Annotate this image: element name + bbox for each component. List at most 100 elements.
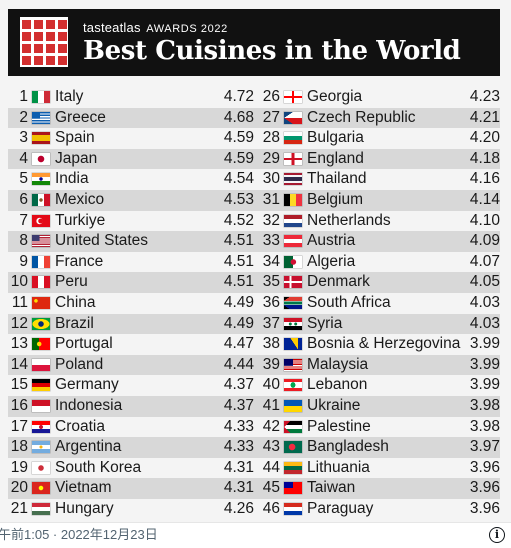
country-name: France <box>55 252 104 270</box>
italy-flag-icon <box>32 91 50 103</box>
score-value: 4.31 <box>223 479 254 497</box>
rank-number: 41 <box>262 396 280 414</box>
table-row: 8 United States 4.51 <box>8 231 258 252</box>
turkiye-flag-icon <box>32 214 50 227</box>
country-name: Spain <box>55 129 95 147</box>
country-name: Vietnam <box>55 479 112 497</box>
country-name: Bosnia & Herzegovina <box>307 335 461 353</box>
page-title: Best Cuisines in the World <box>83 36 461 66</box>
tasteatlas-logo-icon <box>20 17 68 67</box>
score-value: 3.98 <box>469 417 500 435</box>
score-value: 4.26 <box>223 499 254 517</box>
rankings-card[interactable]: tasteatlas AWARDS 2022 Best Cuisines in … <box>0 0 511 522</box>
table-row: 37 Syria 4.03 <box>258 313 500 335</box>
china-flag-icon <box>32 296 50 309</box>
score-value: 4.33 <box>223 438 254 456</box>
table-row: 33 Austria 4.09 <box>258 231 500 252</box>
lithuania-flag-icon <box>284 461 302 474</box>
table-row: 9 France 4.51 <box>8 252 258 273</box>
country-name: Argentina <box>55 438 122 456</box>
south-korea-flag-icon <box>32 461 50 474</box>
rank-number: 11 <box>11 293 28 311</box>
country-name: India <box>55 170 89 188</box>
brand-name: tasteatlas <box>83 20 141 35</box>
rank-number: 9 <box>19 252 28 270</box>
score-value: 4.51 <box>223 273 254 291</box>
country-name: Lebanon <box>307 376 368 394</box>
table-row: 44 Lithuania 3.96 <box>258 458 500 479</box>
argentina-flag-icon <box>32 441 50 454</box>
score-value: 4.10 <box>469 211 500 229</box>
score-value: 4.68 <box>223 108 254 126</box>
netherlands-flag-icon <box>284 214 302 227</box>
country-name: Greece <box>55 108 106 126</box>
score-value: 3.97 <box>469 438 500 456</box>
table-row: 42 Palestine 3.98 <box>258 417 500 438</box>
france-flag-icon <box>32 255 50 268</box>
table-row: 45 Taiwan 3.96 <box>258 478 500 499</box>
country-name: Croatia <box>55 417 105 435</box>
rank-number: 3 <box>19 129 28 147</box>
table-row: 7 Turkiye 4.52 <box>8 211 258 232</box>
country-name: Algeria <box>307 252 356 270</box>
header-banner: tasteatlas AWARDS 2022 Best Cuisines in … <box>8 9 500 76</box>
country-name: Paraguay <box>307 499 374 517</box>
rank-number: 5 <box>19 170 28 188</box>
rank-number: 35 <box>262 273 280 291</box>
hungary-flag-icon <box>32 502 50 515</box>
country-name: Belgium <box>307 190 363 208</box>
score-value: 4.49 <box>223 314 254 332</box>
score-value: 4.20 <box>469 129 500 147</box>
rank-number: 42 <box>262 417 280 435</box>
spain-flag-icon <box>32 132 50 145</box>
table-row: 38 Bosnia & Herzegovina 3.99 <box>258 334 500 355</box>
awards-label: AWARDS 2022 <box>146 23 228 35</box>
country-name: England <box>307 149 364 167</box>
rank-number: 39 <box>262 355 280 373</box>
table-row: 29 England 4.18 <box>258 148 500 170</box>
rankings-list-left: 1 Italy 4.72 2 Greece 4.68 3 Spain 4.59 4 Japan 4.5… <box>8 87 258 519</box>
table-row: 11 China 4.49 <box>8 293 258 314</box>
rank-number: 2 <box>19 108 28 126</box>
country-name: Syria <box>307 314 343 332</box>
post-timestamp[interactable]: 午前1:05 · 2022年12月23日 <box>0 527 158 542</box>
rank-number: 26 <box>262 88 280 105</box>
score-value: 3.96 <box>469 458 500 476</box>
rank-number: 34 <box>262 252 280 270</box>
syria-flag-icon <box>284 317 302 330</box>
country-name: Indonesia <box>55 396 123 414</box>
score-value: 4.23 <box>469 88 500 105</box>
georgia-flag-icon <box>284 91 302 103</box>
country-name: Peru <box>55 273 88 291</box>
belgium-flag-icon <box>284 193 302 206</box>
country-name: Mexico <box>55 190 105 208</box>
info-icon[interactable]: i <box>489 527 505 543</box>
table-row: 41 Ukraine 3.98 <box>258 395 500 417</box>
rank-number: 15 <box>10 376 28 394</box>
country-name: Georgia <box>307 88 363 105</box>
south-africa-flag-icon <box>284 296 302 309</box>
country-name: Malaysia <box>307 355 369 373</box>
country-name: Thailand <box>307 170 367 188</box>
table-row: 12 Brazil 4.49 <box>8 313 258 335</box>
country-name: Ukraine <box>307 396 361 414</box>
score-value: 4.47 <box>223 335 254 353</box>
taiwan-flag-icon <box>284 482 302 495</box>
japan-flag-icon <box>32 152 50 165</box>
score-value: 4.18 <box>469 149 500 167</box>
table-row: 14 Poland 4.44 <box>8 354 258 376</box>
greece-flag-icon <box>32 111 50 124</box>
bosnia-flag-icon <box>284 338 302 351</box>
country-name: Denmark <box>307 273 370 291</box>
score-value: 4.37 <box>223 396 254 414</box>
country-name: Bulgaria <box>307 129 364 147</box>
score-value: 4.07 <box>469 252 500 270</box>
vietnam-flag-icon <box>32 482 50 495</box>
score-value: 4.03 <box>469 293 500 311</box>
croatia-flag-icon <box>32 420 50 433</box>
country-name: Portugal <box>55 335 113 353</box>
country-name: Italy <box>55 88 84 105</box>
rank-number: 7 <box>19 211 28 229</box>
country-name: South Korea <box>55 458 142 476</box>
table-row: 43 Bangladesh 3.97 <box>258 437 500 458</box>
